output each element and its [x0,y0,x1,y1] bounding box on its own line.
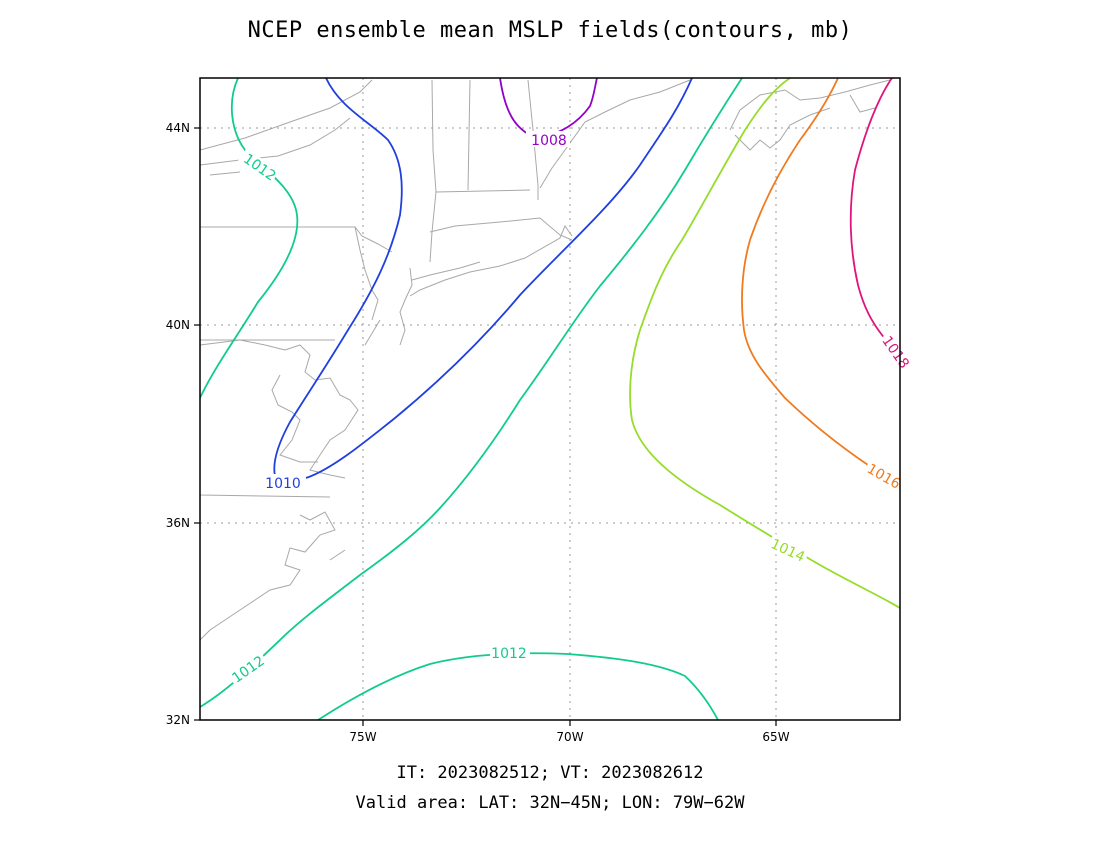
lon-tick-70w: 70W [556,730,583,744]
init-valid-time: IT: 2023082512; VT: 2023082612 [396,763,704,783]
axis-ticks [194,127,777,726]
contour-1012-west [200,78,299,399]
contour-label-1008: 1008 [531,133,567,149]
plot-frame [199,77,901,721]
lat-tick-40n: 40N [166,318,190,332]
contour-1014 [629,78,900,609]
coastline-chesapeake [200,339,359,641]
lon-tick-75w: 75W [349,730,376,744]
grid-lines [200,78,900,720]
lat-tick-44n: 44N [166,121,190,135]
geography-layer [200,79,891,641]
contour-1008 [499,78,598,137]
contour-1012-south [317,652,719,720]
lat-tick-32n: 32N [166,713,190,727]
contour-labels: 1008 1010 1012 1012 1012 1014 1016 1018 [226,131,915,688]
contour-1010-inner [273,78,403,477]
valid-area: Valid area: LAT: 32N−45N; LON: 79W−62W [355,793,745,813]
mslp-contours [200,78,900,720]
coastline-lakes [200,79,373,176]
contour-1016 [741,78,900,487]
coastline-maine [539,79,691,189]
lat-tick-36n: 36N [166,516,190,530]
contour-1012-sw [200,78,743,708]
state-border-mid [200,226,381,346]
axis-tick-labels: 44N 40N 36N 32N 75W 70W 65W [166,121,790,744]
map-title: NCEP ensemble mean MSLP fields(contours,… [247,18,853,43]
contour-label-1012-south: 1012 [491,646,527,662]
contour-label-1010: 1010 [265,476,301,492]
coastline-ny-nj [399,224,573,346]
state-border-ny-pa [200,226,393,253]
contour-1018 [849,78,900,359]
state-border-new-england [429,79,573,263]
contour-1010-outer [305,78,693,479]
coastline-nova-scotia [729,79,891,151]
lon-tick-65w: 65W [762,730,789,744]
